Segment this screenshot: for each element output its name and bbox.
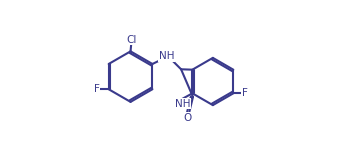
Text: F: F (242, 88, 248, 98)
Text: NH: NH (159, 51, 174, 61)
Text: Cl: Cl (126, 35, 137, 45)
Text: F: F (94, 84, 100, 94)
Text: O: O (184, 113, 192, 123)
Text: NH: NH (175, 98, 190, 109)
